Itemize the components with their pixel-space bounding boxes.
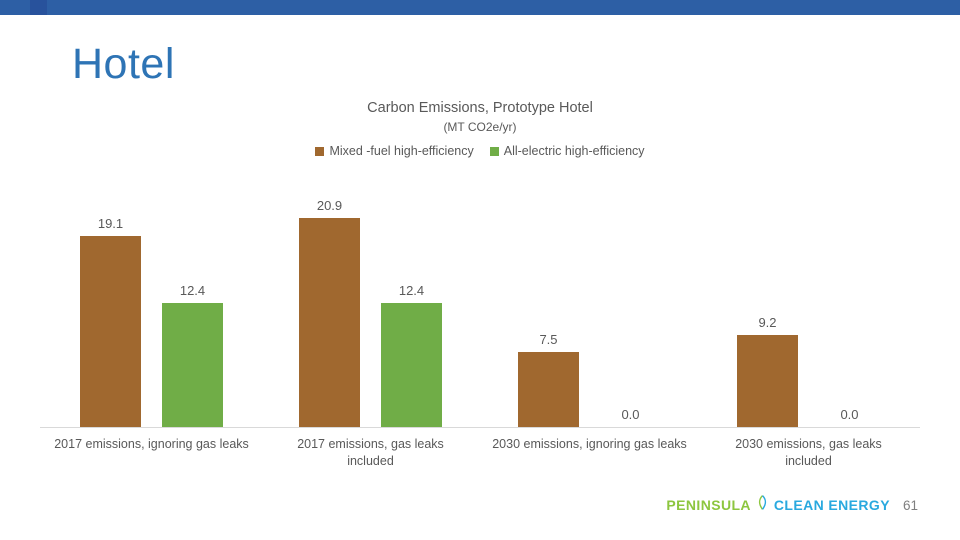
value-label: 9.2 bbox=[758, 315, 777, 330]
category-label-line: included bbox=[347, 453, 394, 468]
value-label: 12.4 bbox=[398, 283, 425, 298]
legend-swatch-icon bbox=[489, 146, 499, 156]
leaf-icon bbox=[757, 494, 768, 516]
bar-all-electric-group1 bbox=[162, 303, 223, 427]
category-label-line: 2017 emissions, gas leaks bbox=[297, 437, 444, 451]
category-label-line: 2030 emissions, ignoring gas leaks bbox=[492, 437, 687, 451]
x-axis-line bbox=[40, 427, 920, 428]
legend-label: Mixed -fuel high-efficiency bbox=[329, 144, 474, 158]
value-label: 0.0 bbox=[621, 407, 640, 422]
chart-title: Carbon Emissions, Prototype Hotel bbox=[367, 100, 593, 116]
legend-swatch-icon bbox=[315, 146, 325, 156]
chart-subtitle: (MT CO2e/yr) bbox=[443, 120, 517, 134]
page-number: 61 bbox=[902, 497, 918, 513]
legend-item-mixed-fuel: Mixed -fuel high-efficiency bbox=[315, 144, 474, 158]
legend-item-all-electric: All-electric high-efficiency bbox=[489, 144, 645, 158]
bar-mixed-fuel-group1 bbox=[80, 236, 141, 427]
top-accent-square bbox=[30, 0, 47, 15]
value-label: 0.0 bbox=[840, 407, 859, 422]
category-label-group1: 2017 emissions, ignoring gas leaks bbox=[32, 436, 272, 453]
logo-text-clean-energy: CLEAN ENERGY bbox=[773, 497, 890, 513]
category-label-group4: 2030 emissions, gas leaks included bbox=[689, 436, 929, 469]
logo-text-peninsula: PENINSULA bbox=[666, 497, 751, 513]
category-label-line: 2017 emissions, ignoring gas leaks bbox=[54, 437, 249, 451]
bar-all-electric-group2 bbox=[381, 303, 442, 427]
category-label-group2: 2017 emissions, gas leaks included bbox=[251, 436, 491, 469]
legend-label: All-electric high-efficiency bbox=[503, 144, 645, 158]
bar-mixed-fuel-group2 bbox=[299, 218, 360, 427]
chart-plot-area: 19.1 20.9 7.5 9.2 12.4 12.4 0.0 0.0 bbox=[40, 190, 920, 428]
bar-mixed-fuel-group3 bbox=[518, 352, 579, 427]
value-label: 12.4 bbox=[179, 283, 206, 298]
chart-legend: Mixed -fuel high-efficiency All-electric … bbox=[40, 144, 920, 158]
category-label-line: 2030 emissions, gas leaks bbox=[735, 437, 882, 451]
top-accent-bar bbox=[0, 0, 960, 15]
footer: PENINSULA CLEAN ENERGY 61 bbox=[666, 494, 918, 516]
carbon-emissions-bar-chart: Carbon Emissions, Prototype Hotel (MT CO… bbox=[40, 96, 920, 486]
value-label: 20.9 bbox=[316, 198, 343, 213]
value-label: 19.1 bbox=[97, 216, 124, 231]
bar-mixed-fuel-group4 bbox=[737, 335, 798, 427]
category-label-group3: 2030 emissions, ignoring gas leaks bbox=[470, 436, 710, 453]
value-label: 7.5 bbox=[539, 332, 558, 347]
category-label-line: included bbox=[785, 453, 832, 468]
slide-title: Hotel bbox=[72, 40, 175, 88]
